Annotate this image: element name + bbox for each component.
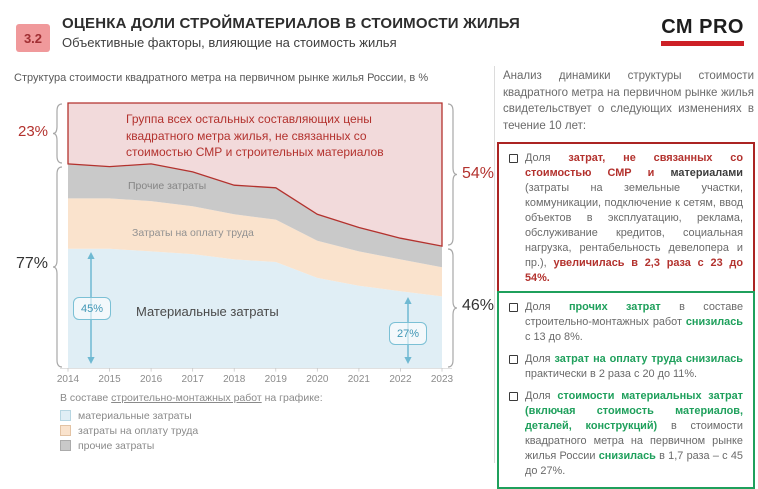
brand-logo-underline <box>661 41 744 46</box>
text-segment: Доля <box>525 353 555 366</box>
text-segment: снизилась <box>685 316 743 329</box>
x-axis-year-label: 2021 <box>347 374 370 385</box>
text-segment: затрат, не связанных со стоимостью СМР и <box>525 152 744 180</box>
x-axis-year-label: 2019 <box>264 374 287 385</box>
text-segment: прочих затрат <box>568 301 661 313</box>
x-axis-year-label: 2016 <box>139 374 163 385</box>
text-segment: Доля <box>525 152 569 164</box>
bullet-item: Доля прочих затрат в составе строительно… <box>509 300 743 345</box>
legend-item: прочие затраты <box>60 438 323 453</box>
callout-46-percent: 46% <box>462 297 495 314</box>
x-axis-year-label: 2014 <box>56 374 80 385</box>
callout-23-percent: 23% <box>18 123 49 140</box>
area-label-labor-costs: Затраты на оплату труда <box>132 227 254 239</box>
bullet-item: Доля затрат на оплату труда снизилась пр… <box>509 352 743 382</box>
brand-logo: СМ PRO <box>661 16 744 46</box>
checkbox-bullet-icon <box>509 302 518 312</box>
legend-items: материальные затраты затраты на оплату тр… <box>60 408 323 453</box>
text-segment: увеличилась в 2,3 раза с 23 до 54%. <box>525 257 743 285</box>
x-axis-year-label: 2023 <box>430 374 454 385</box>
legend-item-label: материальные затраты <box>78 409 192 422</box>
x-axis-year-label: 2022 <box>389 374 412 385</box>
green-box-bullet-list: Доля прочих затрат в составе строительно… <box>509 300 743 480</box>
analysis-intro-text: Анализ динамики структуры стоимости квад… <box>503 70 754 133</box>
legend-heading-segment: на графике: <box>261 392 323 404</box>
materials-start-value-box: 45% <box>73 297 111 320</box>
callout-54-percent: 54% <box>462 165 495 182</box>
chart-legend: В составе строительно-монтажных работ на… <box>60 392 323 453</box>
section-number-badge: 3.2 <box>16 24 50 52</box>
text-segment: (затраты на земельные участки, коммуника… <box>525 182 743 270</box>
chart-annotation: Группа всех остальных составляющих цены … <box>126 112 384 160</box>
page-subtitle: Объективные факторы, влияющие на стоимос… <box>62 35 397 50</box>
text-segment: в составе строительно-монтажных работ <box>525 301 743 329</box>
slide: { "header": { "badge": "3.2", "title": "… <box>14 15 755 489</box>
materials-end-value-box: 27% <box>389 322 427 345</box>
x-axis-year-label: 2018 <box>223 374 246 385</box>
text-segment: затрат на оплату труда снизилась <box>554 353 744 366</box>
area-label-material-costs: Материальные затраты <box>136 304 279 319</box>
callout-77-percent: 77% <box>16 255 49 272</box>
legend-item-label: затраты на оплату труда <box>78 424 199 437</box>
area-series-1 <box>68 198 442 297</box>
text-segment: Доля <box>525 390 558 403</box>
bullet-item: Доля затрат, не связанных со стоимостью … <box>509 151 743 286</box>
legend-item: затраты на оплату труда <box>60 423 323 438</box>
legend-heading: В составе строительно-монтажных работ на… <box>60 392 323 404</box>
area-label-other-costs: Прочие затраты <box>128 180 207 192</box>
text-segment: Доля <box>525 301 569 313</box>
text-segment: стоимости материальных затрат (включая с… <box>525 390 744 433</box>
red-box-bullet-list: Доля затрат, не связанных со стоимостью … <box>509 151 743 286</box>
area-series-3 <box>67 102 443 247</box>
x-axis-year-label: 2015 <box>98 374 121 385</box>
legend-item-label: прочие затраты <box>78 439 155 452</box>
bullet-item: Доля стоимости материальных затрат (вклю… <box>509 389 743 479</box>
red-highlight-box: Доля затрат, не связанных со стоимостью … <box>497 142 755 296</box>
legend-swatch-icon <box>60 410 71 421</box>
text-segment: снизилась <box>598 450 656 463</box>
legend-heading-segment: строительно-монтажных работ <box>111 392 262 404</box>
stacked-area-chart <box>60 102 452 372</box>
x-axis-year-label: 2020 <box>306 374 329 385</box>
chart-title: Структура стоимости квадратного метра на… <box>14 72 429 84</box>
area-series-2 <box>68 163 442 268</box>
brand-logo-text: СМ PRO <box>661 16 744 38</box>
legend-swatch-icon <box>60 425 71 436</box>
checkbox-bullet-icon <box>509 153 518 163</box>
text-segment: в стоимости квадратного метра на первичн… <box>525 420 743 463</box>
vertical-divider <box>494 66 495 463</box>
text-segment: практически в 2 раза с 20 до 11%. <box>525 368 698 381</box>
legend-item: материальные затраты <box>60 408 323 423</box>
text-segment: с 13 до 8%. <box>525 331 583 344</box>
text-segment: материалами <box>670 167 744 180</box>
legend-heading-segment: В составе <box>60 392 112 404</box>
x-axis: 2014 2015 2016 2017 2018 2019 2020 2021 2022 2023 <box>57 374 453 386</box>
green-highlight-box: Доля прочих затрат в составе строительно… <box>497 291 755 489</box>
page-title: ОЦЕНКА ДОЛИ СТРОЙМАТЕРИАЛОВ В СТОИМОСТИ … <box>62 15 520 32</box>
checkbox-bullet-icon <box>509 354 518 364</box>
area-series-0 <box>68 248 442 368</box>
x-axis-year-label: 2017 <box>181 374 204 385</box>
legend-swatch-icon <box>60 440 71 451</box>
checkbox-bullet-icon <box>509 391 518 401</box>
